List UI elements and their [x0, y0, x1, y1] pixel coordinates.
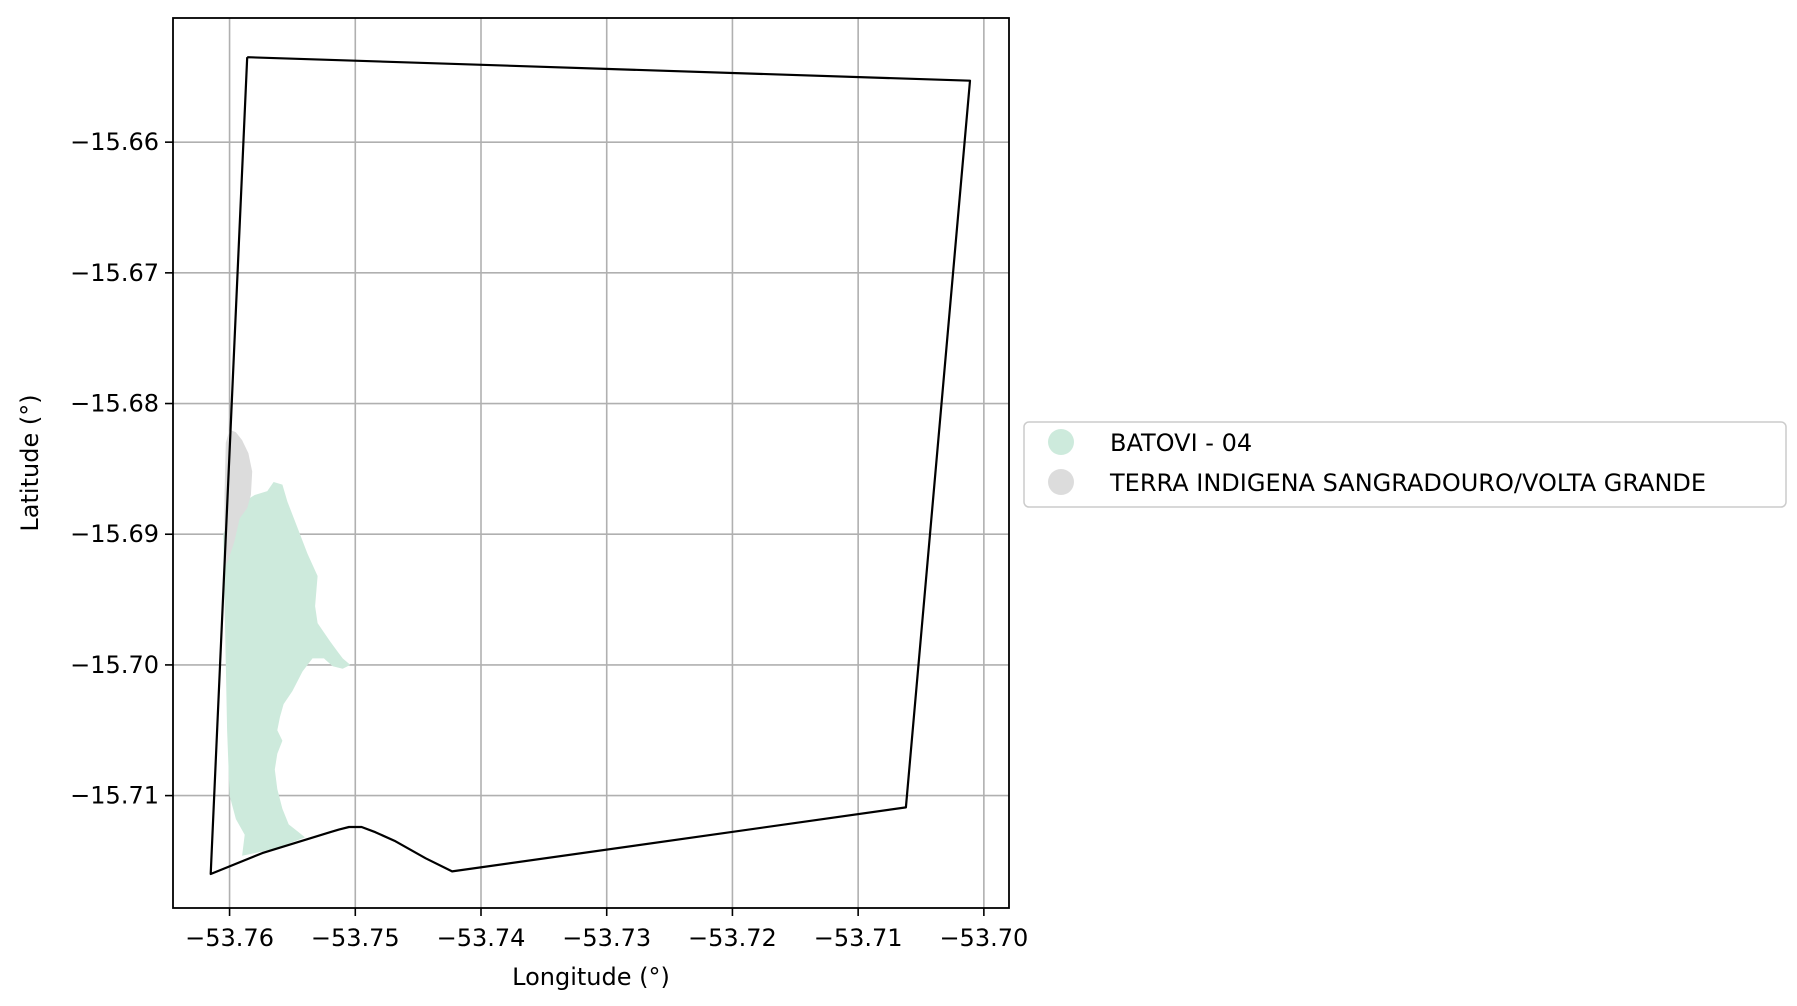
study-area-boundary: [209, 56, 972, 876]
y-tick-label-5: −15.71: [70, 782, 159, 810]
x-tick-label-0: −53.76: [185, 924, 274, 952]
legend-label-sangradouro: TERRA INDIGENA SANGRADOURO/VOLTA GRANDE: [1109, 469, 1706, 497]
y-tick-label-4: −15.70: [70, 651, 159, 679]
y-tick-label-2: −15.68: [70, 390, 159, 418]
y-tick-label-0: −15.66: [70, 128, 159, 156]
legend-swatch-sangradouro: [1048, 469, 1074, 495]
legend: BATOVI - 04 TERRA INDIGENA SANGRADOURO/V…: [1023, 421, 1787, 508]
x-tick-label-5: −53.71: [814, 924, 903, 952]
plot-frame: [172, 17, 1010, 909]
x-tick-label-2: −53.74: [437, 924, 526, 952]
region-terra-indigena-sangradouro: [224, 429, 253, 567]
region-batovi-04: [223, 482, 351, 856]
x-tick-label-6: −53.70: [939, 924, 1028, 952]
y-axis-label: Latitude (°): [16, 394, 44, 531]
legend-label-batovi: BATOVI - 04: [1110, 429, 1252, 457]
y-tick-label-1: −15.67: [70, 259, 159, 287]
x-tick-label-3: −53.73: [562, 924, 651, 952]
regions-layer: [223, 429, 351, 856]
x-tick-label-4: −53.72: [688, 924, 777, 952]
legend-box: [1023, 421, 1787, 508]
y-tick-label-3: −15.69: [70, 520, 159, 548]
grid-lines: [173, 18, 1009, 908]
boundary-layer: [209, 56, 972, 876]
axis-ticks: −53.76 −53.75 −53.74 −53.73 −53.72 −53.71 −53.…: [70, 128, 1028, 952]
x-tick-label-1: −53.75: [311, 924, 400, 952]
x-axis-label: Longitude (°): [512, 963, 670, 991]
legend-swatch-batovi: [1048, 429, 1074, 455]
